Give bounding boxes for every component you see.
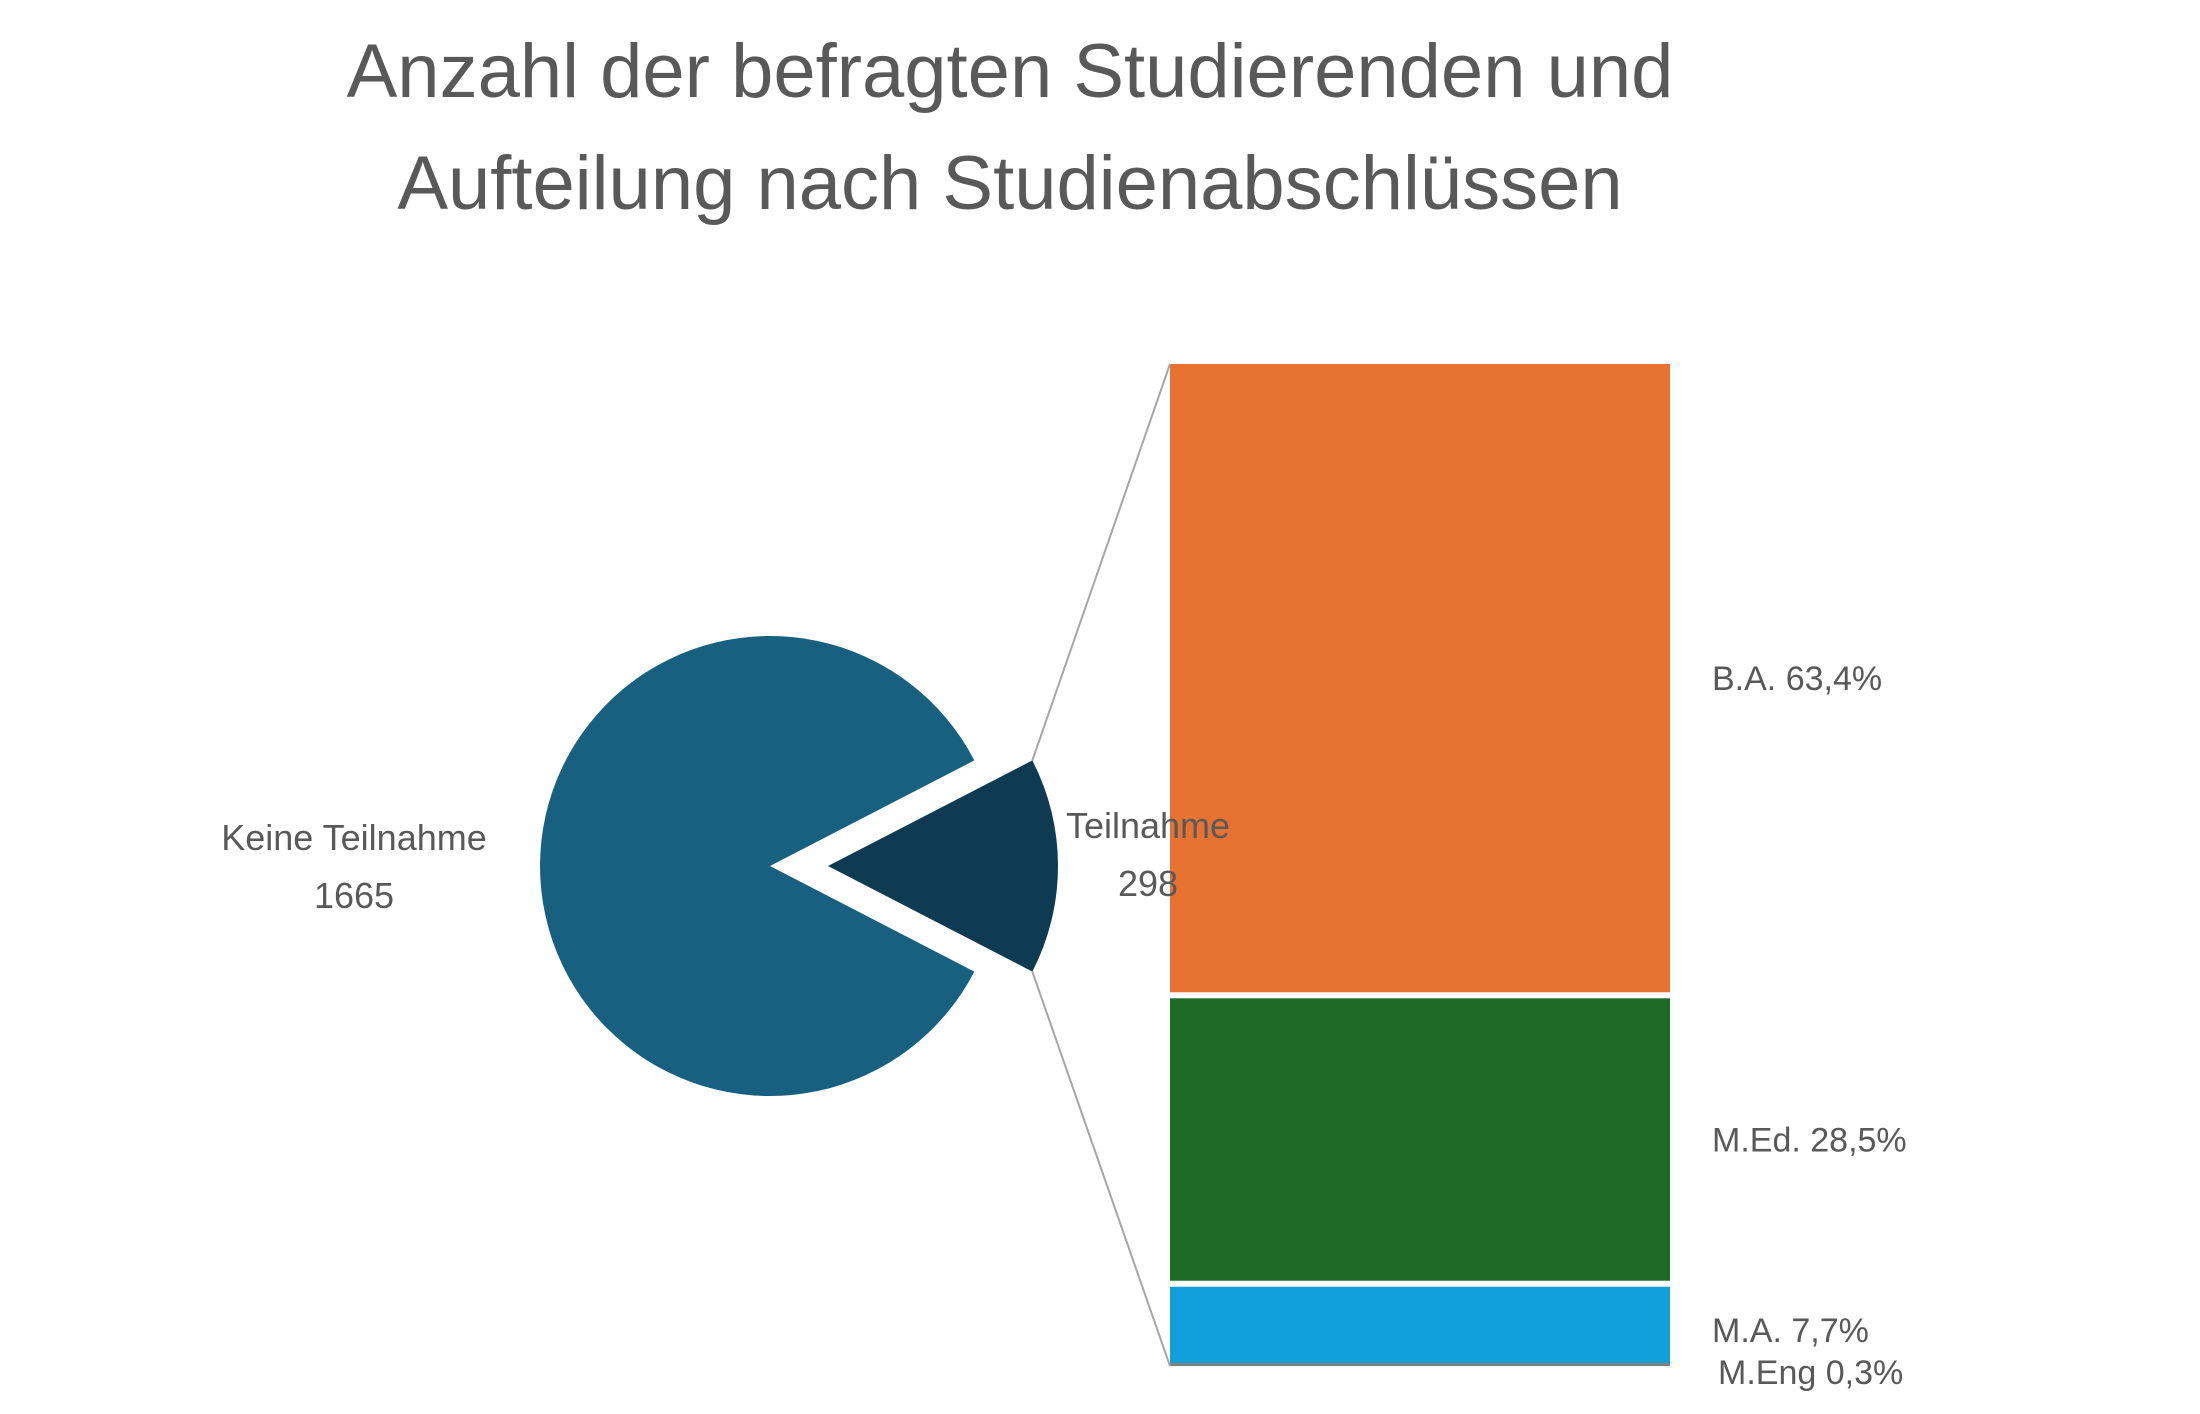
pie-label-teilnahme-name: Teilnahme [1066, 805, 1230, 846]
chart-title-line-2: Aufteilung nach Studienabschlüssen [397, 141, 1623, 226]
pie-label-teilnahme-value: 298 [1118, 863, 1178, 904]
bar-label-m-ed: M.Ed. 28,5% [1712, 1122, 1907, 1160]
bar-segment-m-ed [1170, 998, 1670, 1281]
pie-label-keine-teilnahme-name: Keine Teilnahme [221, 817, 487, 858]
pie-slice-keine-teilnahme [540, 635, 975, 1096]
connector-line-bottom [1031, 971, 1171, 1367]
bar-segment-m-a [1170, 1286, 1670, 1364]
bar-segment-m-eng [1170, 1363, 1670, 1366]
chart-title-line-1: Anzahl der befragten Studierenden und [346, 29, 1674, 114]
bar-label-m-eng: M.Eng 0,3% [1718, 1354, 1903, 1392]
bar-label-m-a: M.A. 7,7% [1712, 1312, 1869, 1350]
pie-label-keine-teilnahme-value: 1665 [314, 875, 394, 916]
pie-slice-teilnahme [828, 760, 1058, 972]
connector-line-top [1031, 363, 1171, 761]
bar-segment-b-a [1170, 364, 1670, 993]
bar-label-b-a: B.A. 63,4% [1712, 660, 1882, 698]
chart-title: Anzahl der befragten Studierenden und Au… [0, 16, 2020, 240]
